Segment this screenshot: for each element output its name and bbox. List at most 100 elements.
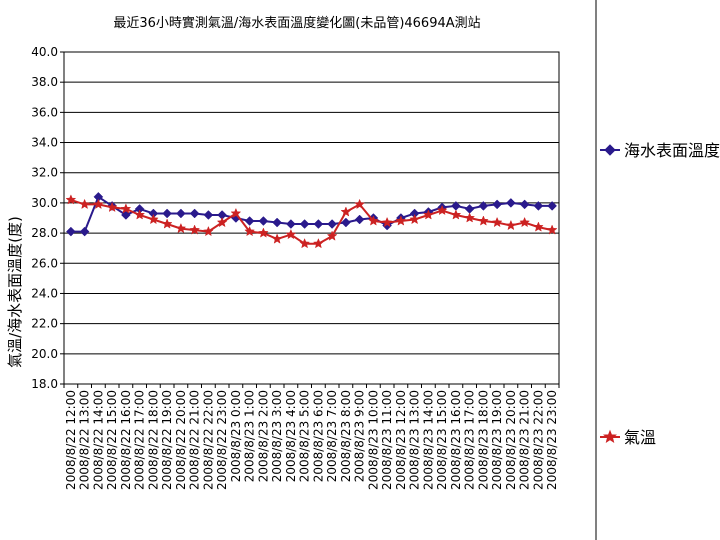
- data-point: [477, 215, 489, 226]
- x-tick-label: 2008/8/22 16:00: [119, 390, 133, 490]
- y-tick-label: 26.0: [31, 256, 58, 270]
- data-point: [244, 225, 256, 237]
- x-tick-label: 2008/8/23 19:00: [490, 390, 504, 490]
- legend-item-0: 海水表面溫度: [600, 141, 720, 160]
- data-point: [532, 221, 544, 232]
- legend-item-1: 氣溫: [600, 428, 656, 447]
- x-tick-label: 2008/8/22 12:00: [64, 390, 78, 490]
- data-point: [492, 199, 502, 210]
- data-point: [65, 194, 77, 205]
- data-point: [450, 209, 462, 220]
- x-tick-label: 2008/8/22 21:00: [188, 390, 202, 490]
- x-tick-label: 2008/8/23 4:00: [284, 390, 298, 482]
- data-point: [202, 225, 214, 237]
- data-point: [161, 218, 173, 229]
- y-axis-ticks: 18.0 20.0 22.0 24.0 26.0 28.0 30.0 32.0 34.0 36.0…: [31, 45, 64, 391]
- x-axis-ticks: 2008/8/22 12:00 2008/8/22 13:00 2008/8/22 …: [63, 384, 560, 490]
- data-point: [533, 201, 544, 211]
- data-point: [244, 216, 255, 226]
- x-tick-label: 2008/8/23 14:00: [421, 390, 435, 490]
- legend-marker: [603, 429, 617, 444]
- data-point: [519, 199, 530, 210]
- data-point: [189, 208, 200, 219]
- x-tick-label: 2008/8/23 3:00: [270, 390, 284, 482]
- data-point: [299, 219, 310, 229]
- data-point: [506, 198, 516, 208]
- legend-marker: [604, 144, 616, 156]
- data-point: [395, 215, 407, 226]
- data-point: [286, 219, 296, 229]
- x-tick-label: 2008/8/22 22:00: [201, 390, 215, 490]
- data-point: [341, 217, 351, 228]
- y-axis-label: 氣溫/海水表面溫度(度): [6, 216, 24, 368]
- data-point: [285, 228, 297, 240]
- data-point: [422, 209, 434, 220]
- data-point: [505, 219, 517, 231]
- data-point: [478, 201, 489, 211]
- data-point: [272, 217, 282, 228]
- data-point: [491, 216, 503, 228]
- y-tick-label: 40.0: [31, 45, 58, 59]
- data-point: [367, 215, 379, 226]
- data-point: [409, 213, 421, 225]
- y-tick-label: 34.0: [31, 136, 58, 150]
- data-point: [326, 230, 338, 241]
- x-tick-label: 2008/8/23 8:00: [339, 390, 353, 482]
- x-tick-label: 2008/8/23 23:00: [545, 390, 559, 490]
- x-tick-label: 2008/8/22 18:00: [146, 390, 160, 490]
- data-point: [327, 219, 337, 229]
- data-point: [299, 238, 311, 249]
- data-point: [340, 206, 352, 217]
- x-tick-label: 2008/8/23 11:00: [380, 390, 394, 490]
- y-tick-label: 28.0: [31, 226, 58, 240]
- data-point: [464, 212, 476, 223]
- data-point: [106, 201, 118, 213]
- x-tick-label: 2008/8/23 17:00: [463, 390, 477, 490]
- data-point: [258, 216, 269, 226]
- x-tick-label: 2008/8/22 19:00: [160, 390, 174, 490]
- x-tick-label: 2008/8/23 5:00: [298, 390, 312, 482]
- x-tick-label: 2008/8/22 14:00: [91, 390, 105, 490]
- data-point: [271, 233, 283, 244]
- y-tick-label: 30.0: [31, 196, 58, 210]
- y-tick-label: 24.0: [31, 286, 58, 300]
- data-point: [313, 219, 324, 229]
- data-point: [519, 216, 531, 228]
- data-point: [120, 203, 132, 214]
- x-tick-label: 2008/8/22 15:00: [105, 390, 119, 490]
- y-tick-label: 18.0: [31, 377, 58, 391]
- x-tick-label: 2008/8/23 0:00: [229, 390, 243, 482]
- x-tick-label: 2008/8/23 13:00: [408, 390, 422, 490]
- data-point: [381, 216, 393, 228]
- chart-title: 最近36小時實測氣溫/海水表面溫度變化圖(未品管)46694A測站: [113, 15, 480, 31]
- x-tick-label: 2008/8/23 9:00: [353, 390, 367, 482]
- series-1: [65, 194, 558, 249]
- x-tick-label: 2008/8/23 22:00: [531, 390, 545, 490]
- x-tick-label: 2008/8/23 7:00: [325, 390, 339, 482]
- x-tick-label: 2008/8/23 2:00: [256, 390, 270, 482]
- x-tick-label: 2008/8/23 12:00: [394, 390, 408, 490]
- data-point: [230, 207, 242, 219]
- y-tick-label: 20.0: [31, 347, 58, 361]
- x-tick-label: 2008/8/23 10:00: [366, 390, 380, 490]
- data-point: [436, 204, 448, 216]
- y-tick-label: 36.0: [31, 105, 58, 119]
- x-tick-label: 2008/8/23 18:00: [476, 390, 490, 490]
- x-tick-label: 2008/8/22 23:00: [215, 390, 229, 490]
- y-tick-label: 22.0: [31, 317, 58, 331]
- data-point: [189, 224, 201, 235]
- legend-label: 氣溫: [624, 428, 656, 447]
- x-tick-label: 2008/8/23 1:00: [243, 390, 257, 482]
- x-tick-label: 2008/8/23 16:00: [449, 390, 463, 490]
- data-point: [547, 201, 557, 211]
- x-tick-label: 2008/8/22 13:00: [78, 390, 92, 490]
- x-tick-label: 2008/8/23 15:00: [435, 390, 449, 490]
- data-point: [147, 213, 159, 225]
- x-tick-label: 2008/8/23 6:00: [311, 390, 325, 482]
- series: [65, 192, 558, 249]
- gridlines: [64, 81, 559, 355]
- x-tick-label: 2008/8/22 20:00: [174, 390, 188, 490]
- data-point: [354, 198, 366, 210]
- data-point: [79, 226, 90, 237]
